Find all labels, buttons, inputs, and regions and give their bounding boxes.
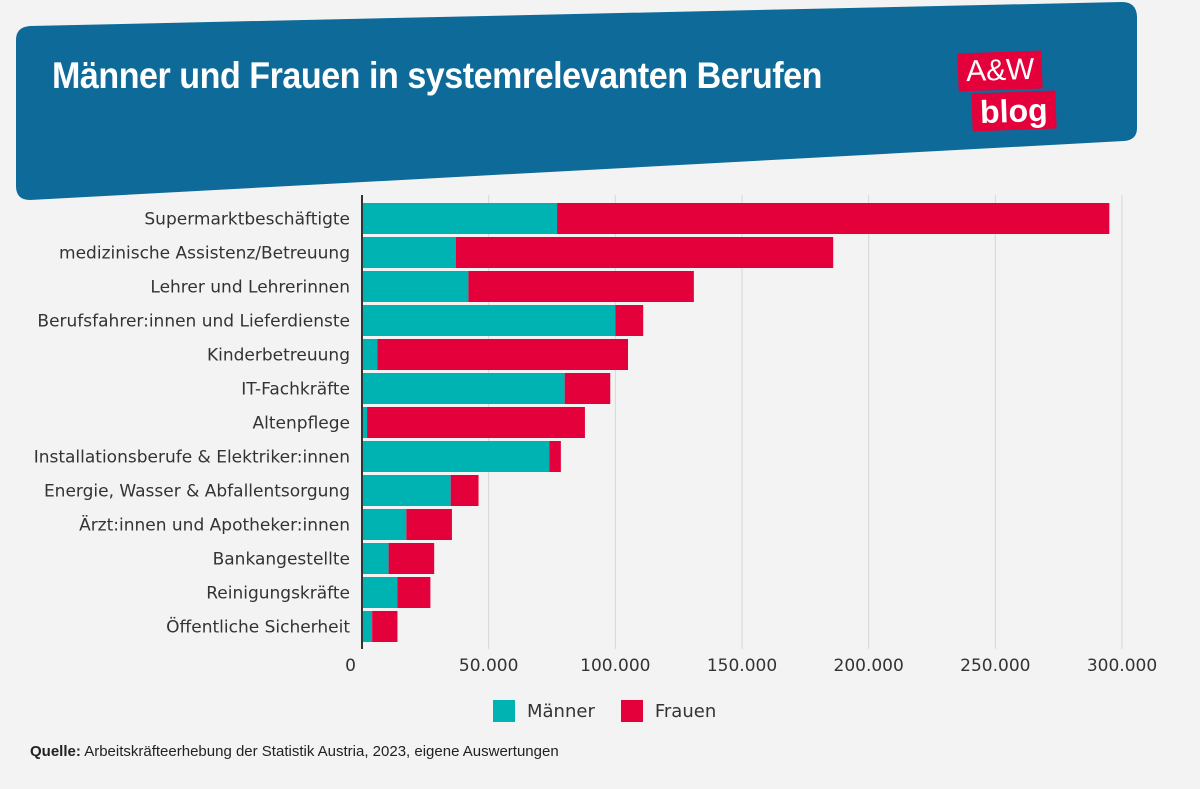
- legend-label-women: Frauen: [654, 700, 717, 722]
- category-label: Öffentliche Sicherheit: [166, 616, 350, 638]
- bar-segment-men: [362, 339, 378, 370]
- bar-segment-men: [362, 475, 451, 506]
- legend-swatch-women: [620, 700, 643, 722]
- source-text: Arbeitskräfteerhebung der Statistik Aust…: [80, 743, 559, 760]
- bar-segment-women: [468, 271, 694, 302]
- bar-segment-men: [362, 611, 373, 642]
- legend-item-men: Männer: [493, 700, 595, 722]
- category-label: IT-Fachkräfte: [241, 380, 350, 400]
- category-label: Reinigungskräfte: [206, 584, 350, 604]
- x-tick-label: 100.000: [580, 656, 650, 676]
- bar-segment-women: [455, 237, 834, 268]
- bar-segment-women: [549, 441, 561, 472]
- bar-segment-men: [362, 203, 558, 234]
- source-label: Quelle:: [30, 743, 81, 760]
- bar-segment-men: [362, 373, 565, 404]
- legend-item-women: Frauen: [620, 700, 717, 722]
- header-banner: [16, 2, 1137, 200]
- bar-segment-women: [564, 373, 611, 404]
- legend-swatch-men: [493, 700, 515, 722]
- bar-segment-women: [367, 407, 585, 438]
- bar-segment-women: [377, 339, 628, 370]
- bar-segment-men: [362, 577, 398, 608]
- bar-segment-women: [388, 543, 435, 574]
- chart-legend: Männer Frauen: [493, 700, 742, 722]
- bar-segment-women: [557, 203, 1110, 234]
- x-tick-label: 200.000: [834, 656, 904, 676]
- category-label: medizinische Assistenz/Betreuung: [59, 244, 350, 264]
- category-label: Altenpflege: [253, 414, 350, 434]
- bar-segment-women: [406, 509, 452, 540]
- bar-chart: Supermarktbeschäftigte medizinische Assis…: [34, 195, 1157, 676]
- bar-segment-men: [362, 543, 389, 574]
- bar-segment-women: [615, 305, 644, 336]
- category-label: Kinderbetreuung: [207, 346, 350, 366]
- category-label: Ärzt:innen und Apotheker:innen: [79, 515, 350, 536]
- x-tick-label: 300.000: [1087, 656, 1157, 676]
- bar-segment-men: [362, 441, 550, 472]
- category-label: Energie, Wasser & Abfallentsorgung: [44, 482, 350, 502]
- bar-segment-men: [362, 407, 368, 438]
- category-label: Lehrer und Lehrerinnen: [150, 278, 350, 298]
- page-title: Männer und Frauen in systemrelevanten Be…: [52, 55, 822, 96]
- category-label: Bankangestellte: [213, 550, 350, 570]
- bar-segment-men: [362, 237, 456, 268]
- x-tick-label: 0: [345, 656, 356, 676]
- bar-segment-men: [362, 271, 469, 302]
- bar-segment-women: [450, 475, 479, 506]
- category-label: Installationsberufe & Elektriker:innen: [34, 448, 350, 468]
- bar-segment-men: [362, 305, 616, 336]
- x-tick-label: 250.000: [960, 656, 1030, 676]
- category-label: Supermarktbeschäftigte: [144, 210, 350, 230]
- x-tick-label: 50.000: [459, 656, 518, 676]
- bar-segment-women: [372, 611, 398, 642]
- bar-segment-women: [397, 577, 431, 608]
- bar-segment-men: [362, 509, 407, 540]
- source-note: Quelle: Arbeitskräfteerhebung der Statis…: [30, 743, 559, 760]
- legend-label-men: Männer: [527, 700, 595, 722]
- category-label: Berufsfahrer:innen und Lieferdienste: [37, 312, 350, 332]
- x-tick-label: 150.000: [707, 656, 777, 676]
